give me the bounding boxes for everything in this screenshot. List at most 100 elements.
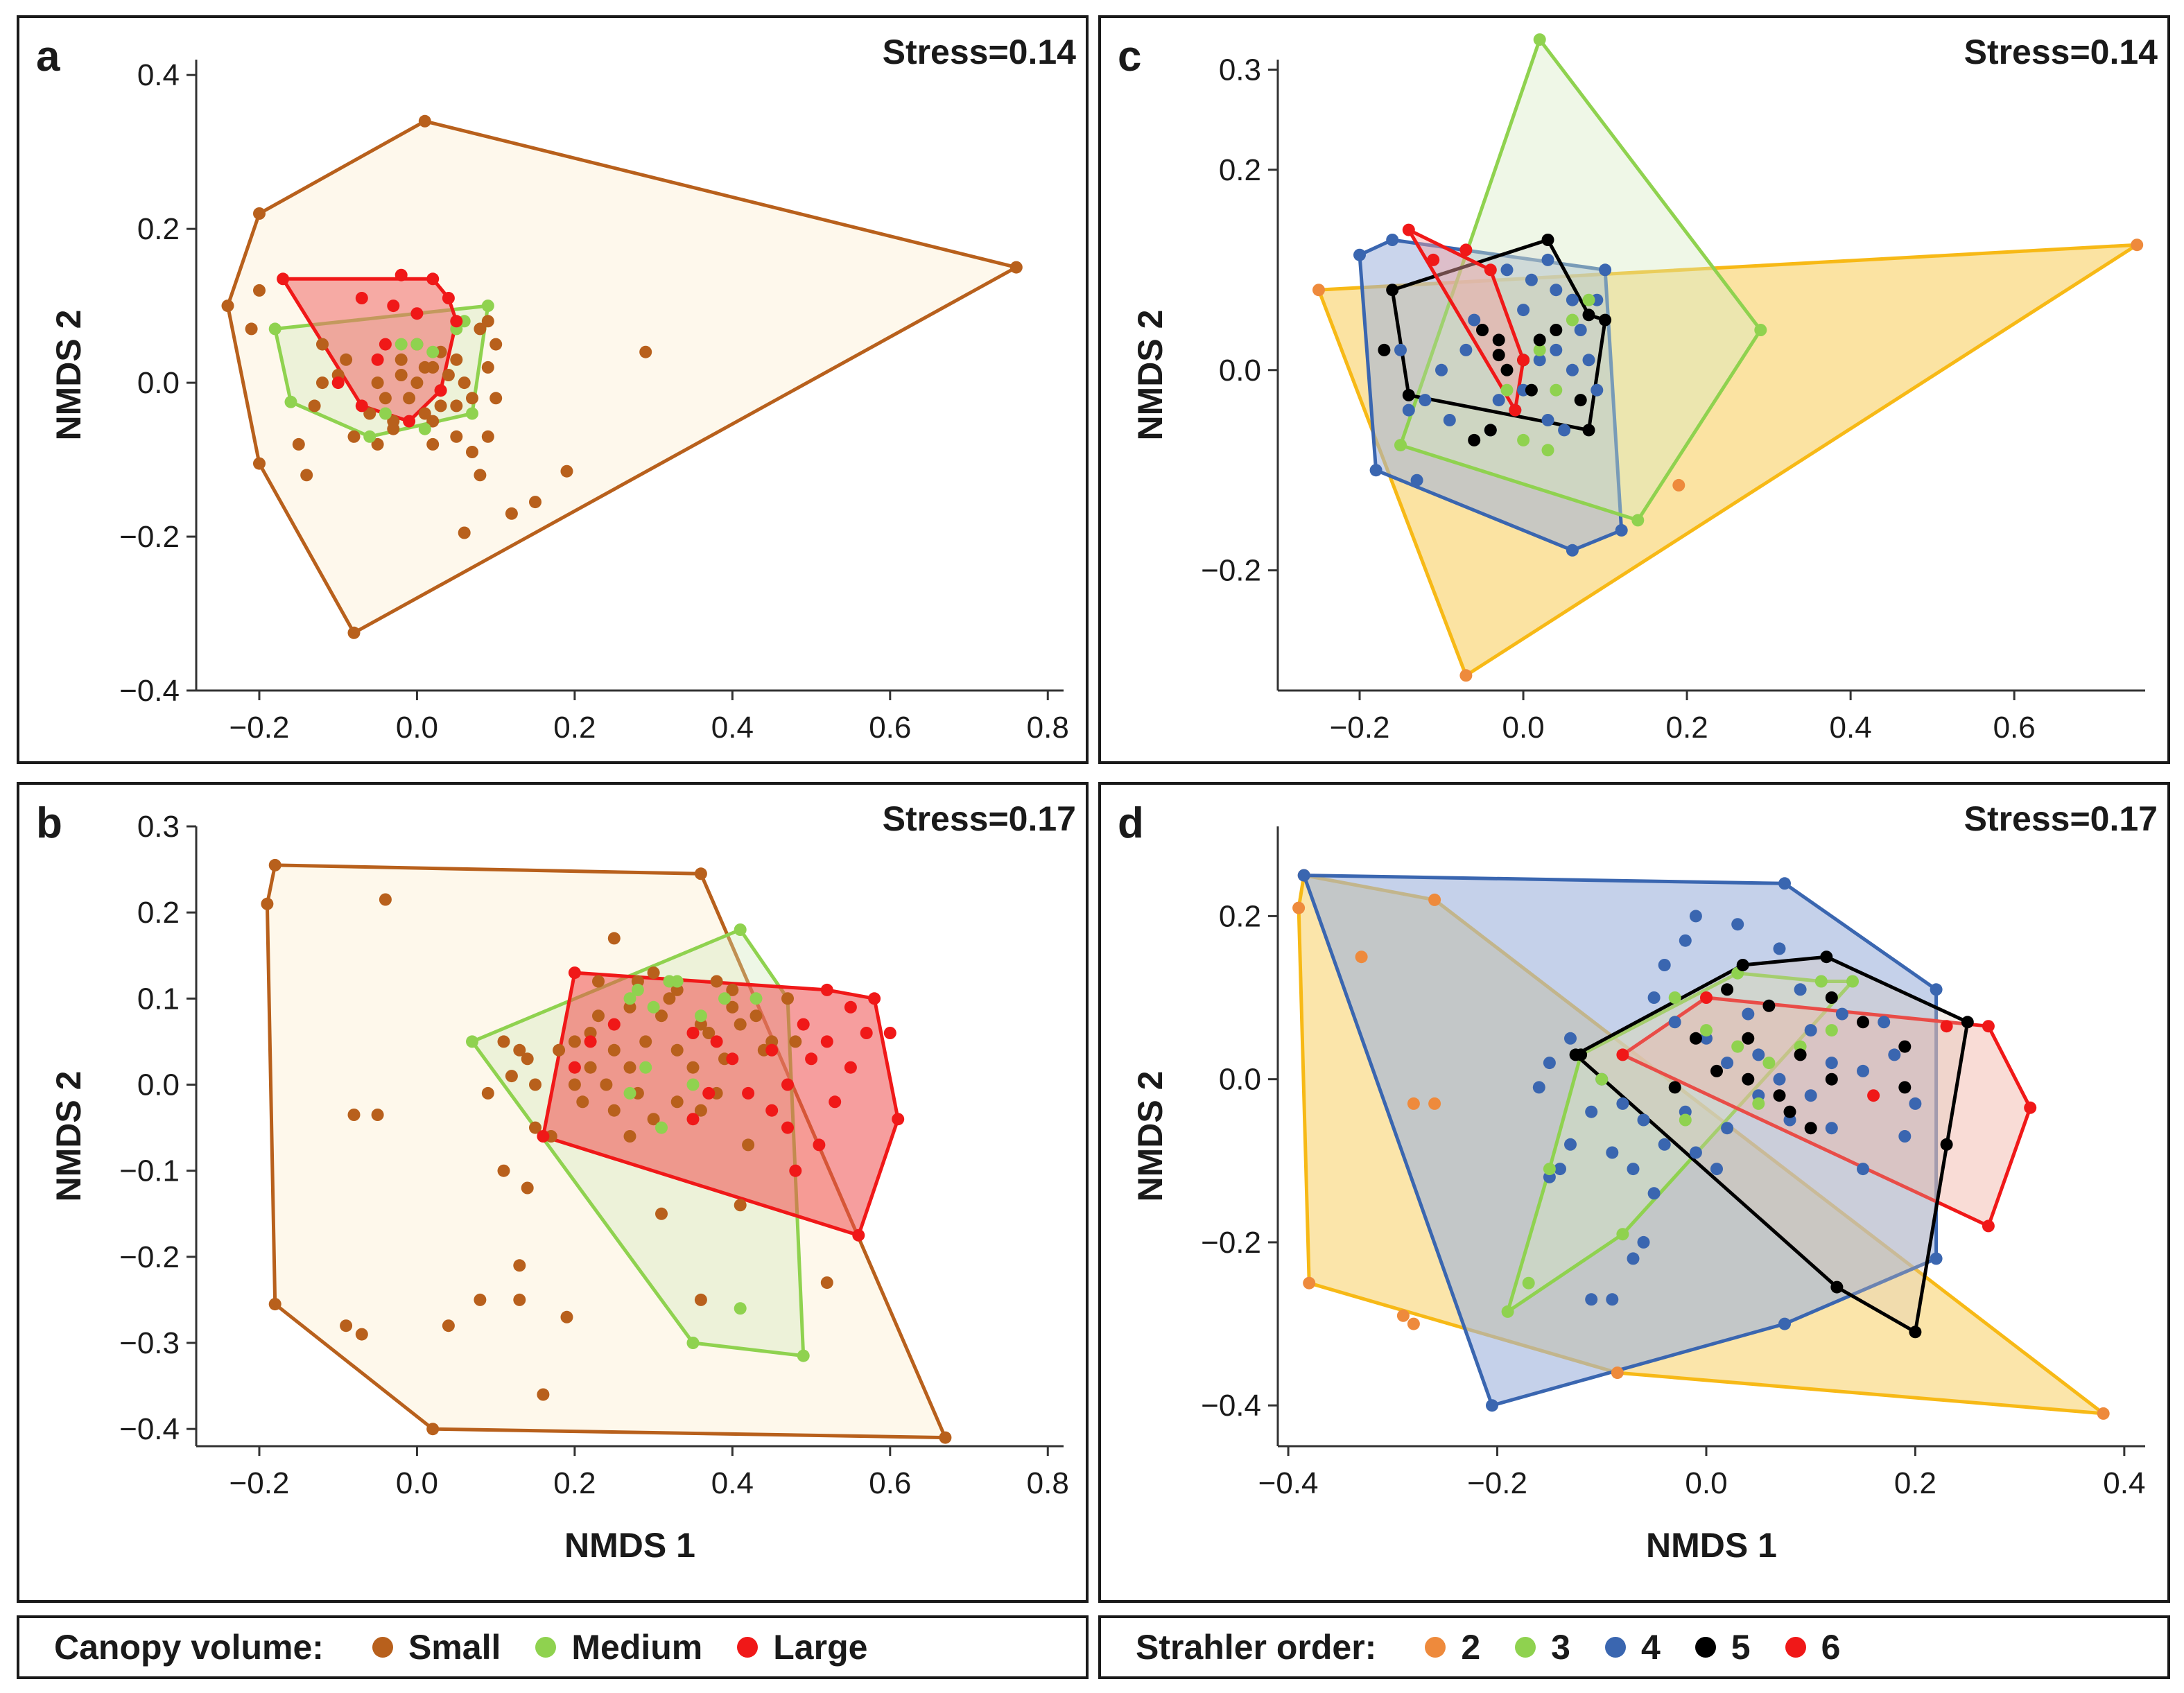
point-d-5-7 [1689, 1032, 1702, 1045]
point-b-small-56 [576, 1095, 589, 1109]
point-d-4-15 [1752, 1048, 1765, 1061]
point-d-6-6 [1940, 1020, 1953, 1033]
point-a-small-2 [347, 626, 361, 639]
point-c-4-21 [1517, 304, 1530, 317]
x-axis-label-b: NMDS 1 [564, 1526, 695, 1565]
point-c-4-23 [1550, 284, 1563, 297]
point-c-2-0 [1312, 284, 1325, 297]
y-tick-label-b-5: 0.1 [137, 982, 180, 1016]
point-d-3-7 [1522, 1276, 1535, 1290]
point-c-3-9 [1582, 293, 1595, 306]
point-b-small-62 [726, 1000, 739, 1014]
point-b-small-25 [726, 983, 739, 996]
point-d-4-28 [1658, 1138, 1671, 1151]
point-b-small-4 [268, 1298, 281, 1311]
point-d-4-30 [1616, 1097, 1629, 1110]
point-b-small-16 [560, 1310, 573, 1323]
point-d-4-38 [1606, 1146, 1619, 1159]
point-b-medium-5 [623, 992, 636, 1005]
point-a-small-12 [426, 437, 440, 451]
point-b-medium-10 [639, 1061, 652, 1074]
point-a-small-25 [505, 507, 518, 520]
point-a-medium-0 [268, 322, 281, 336]
point-b-medium-14 [663, 975, 676, 988]
point-c-3-3 [1394, 439, 1407, 452]
point-b-small-5 [261, 897, 274, 910]
point-c-5-1 [1541, 234, 1554, 246]
point-b-medium-15 [749, 992, 763, 1005]
point-c-3-8 [1500, 383, 1514, 397]
point-d-4-22 [1909, 1097, 1922, 1110]
point-a-large-12 [355, 292, 368, 304]
point-c-4-28 [1443, 414, 1456, 426]
point-d-4-4 [1778, 1317, 1791, 1330]
point-c-5-10 [1533, 333, 1546, 347]
point-b-small-44 [686, 1061, 700, 1074]
x-tick-label-d-3: 0.2 [1894, 1466, 1936, 1500]
point-b-small-43 [670, 1043, 684, 1057]
point-b-small-7 [371, 1109, 384, 1121]
point-a-small-5 [253, 207, 266, 220]
legend-dot-large [737, 1637, 759, 1658]
point-a-large-13 [395, 268, 408, 281]
point-d-2-3 [1611, 1366, 1624, 1380]
point-d-4-37 [1585, 1105, 1598, 1118]
point-b-small-68 [529, 1121, 541, 1134]
point-b-medium-16 [631, 983, 644, 996]
panel-d: −0.4 −0.2 0.0 0.2 0.4 −0.4 −0.2 0.0 0.2 NMDS 2 NMD… [1098, 782, 2170, 1603]
point-b-large-19 [883, 1027, 896, 1039]
legend-item-order-5: 5 [1695, 1627, 1751, 1667]
point-a-large-6 [355, 399, 368, 413]
point-d-4-39 [1627, 1163, 1640, 1176]
point-a-small-8 [292, 437, 305, 451]
y-tick-label-c-2: 0.2 [1219, 153, 1261, 187]
point-d-3-8 [1668, 991, 1681, 1004]
point-d-5-14 [1857, 1016, 1869, 1029]
point-c-4-2 [1599, 263, 1612, 277]
point-b-small-9 [355, 1328, 368, 1341]
point-b-large-16 [765, 1104, 779, 1117]
point-d-4-16 [1773, 1073, 1786, 1086]
point-a-small-10 [371, 437, 384, 451]
point-a-small-14 [466, 446, 478, 458]
point-c-5-12 [1468, 433, 1481, 446]
point-b-small-23 [670, 983, 684, 996]
point-d-5-10 [1773, 1089, 1786, 1102]
point-c-5-17 [1378, 343, 1391, 356]
y-axis-label-b: NMDS 2 [49, 1071, 88, 1202]
point-d-4-26 [1721, 1122, 1734, 1135]
point-a-small-42 [450, 353, 463, 366]
point-a-small-44 [395, 369, 408, 381]
point-d-3-0 [1501, 1305, 1514, 1318]
point-a-small-31 [442, 369, 455, 381]
point-d-3-16 [1595, 1073, 1609, 1086]
panel-letter-c: c [1118, 33, 1141, 80]
point-d-4-51 [1878, 1016, 1891, 1029]
x-tick-label-a-2: 0.2 [553, 711, 596, 745]
point-b-medium-12 [655, 1121, 668, 1134]
point-c-5-11 [1484, 424, 1497, 437]
x-tick-label-b-2: 0.2 [553, 1466, 596, 1500]
point-b-medium-8 [694, 1009, 707, 1023]
point-c-6-1 [1427, 253, 1440, 266]
point-d-4-18 [1825, 1057, 1838, 1070]
point-a-small-15 [474, 469, 487, 482]
legend-label-medium: Medium [571, 1628, 703, 1667]
y-axis-label-a: NMDS 2 [49, 310, 88, 441]
point-c-4-10 [1533, 354, 1546, 367]
point-d-4-7 [1773, 942, 1786, 955]
point-b-small-14 [513, 1293, 526, 1306]
legend-dot-order-5 [1695, 1637, 1716, 1658]
point-c-4-4 [1566, 544, 1579, 557]
y-tick-label-b-6: 0.2 [137, 896, 180, 930]
point-b-small-40 [623, 1061, 636, 1074]
point-b-medium-9 [718, 992, 731, 1005]
y-tick-label-a-3: 0.2 [137, 212, 180, 246]
y-tick-label-b-3: −0.1 [119, 1154, 180, 1188]
y-tick-label-d-3: 0.2 [1219, 899, 1261, 933]
y-tick-label-d-1: −0.2 [1201, 1226, 1261, 1260]
point-a-large-4 [434, 384, 447, 397]
y-tick-label-b-7: 0.3 [137, 810, 180, 844]
point-c-4-24 [1566, 293, 1579, 306]
point-b-large-13 [844, 1061, 857, 1074]
